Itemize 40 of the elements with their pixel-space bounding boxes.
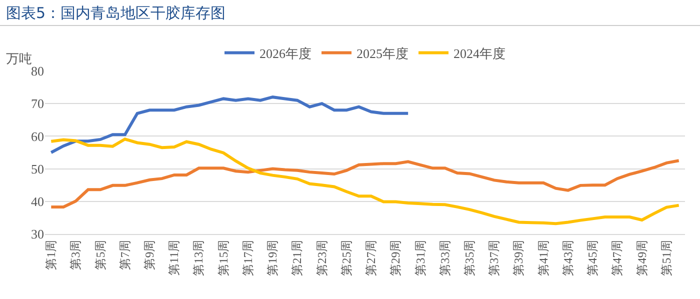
line-series <box>50 159 680 208</box>
chart-title: 图表5：国内青岛地区干胶库存图 <box>0 0 700 26</box>
x-tick-label: 第21周 <box>290 240 304 276</box>
x-tick-label: 第27周 <box>364 240 378 276</box>
x-tick-label: 第31周 <box>413 240 428 276</box>
x-tick-label: 第13周 <box>192 240 206 276</box>
x-tick-label: 第33周 <box>438 240 452 276</box>
x-tick-label: 第15周 <box>216 240 230 276</box>
x-tick-label: 第51周 <box>659 240 674 276</box>
x-tick-label: 第47周 <box>610 240 624 276</box>
x-tick-label: 第45周 <box>586 240 600 276</box>
x-tick-label: 第41周 <box>536 240 550 276</box>
x-tick-label: 第11周 <box>167 240 182 276</box>
y-tick-label: 40 <box>31 194 44 209</box>
x-tick-label: 第43周 <box>560 240 575 276</box>
y-tick-label: 60 <box>31 128 44 144</box>
legend-label: 2024年度 <box>454 46 506 61</box>
y-tick-label: 70 <box>31 96 44 112</box>
x-tick-label: 第7周 <box>118 240 132 270</box>
x-tick-label: 第9周 <box>142 240 157 270</box>
x-tick-label: 第37周 <box>487 240 502 276</box>
line-series <box>50 138 680 226</box>
y-tick-label: 30 <box>31 226 44 242</box>
y-tick-label: 80 <box>31 64 44 79</box>
x-tick-label: 第23周 <box>314 240 329 276</box>
x-tick-label: 第35周 <box>462 240 477 276</box>
x-tick-label: 第5周 <box>93 240 108 270</box>
x-tick-label: 第1周 <box>44 240 58 270</box>
legend-label: 2025年度 <box>356 46 408 61</box>
x-tick-label: 第25周 <box>339 240 354 276</box>
x-tick-label: 第29周 <box>388 240 403 276</box>
x-tick-label: 第3周 <box>68 240 83 270</box>
y-tick-label: 50 <box>31 161 44 176</box>
line-series <box>50 96 410 154</box>
x-tick-label: 第19周 <box>266 240 280 276</box>
x-tick-label: 第39周 <box>512 240 526 276</box>
legend-label: 2026年度 <box>260 46 312 61</box>
x-tick-label: 第49周 <box>634 240 649 276</box>
y-axis-title: 万吨 <box>6 51 32 66</box>
x-tick-label: 第17周 <box>240 240 255 276</box>
